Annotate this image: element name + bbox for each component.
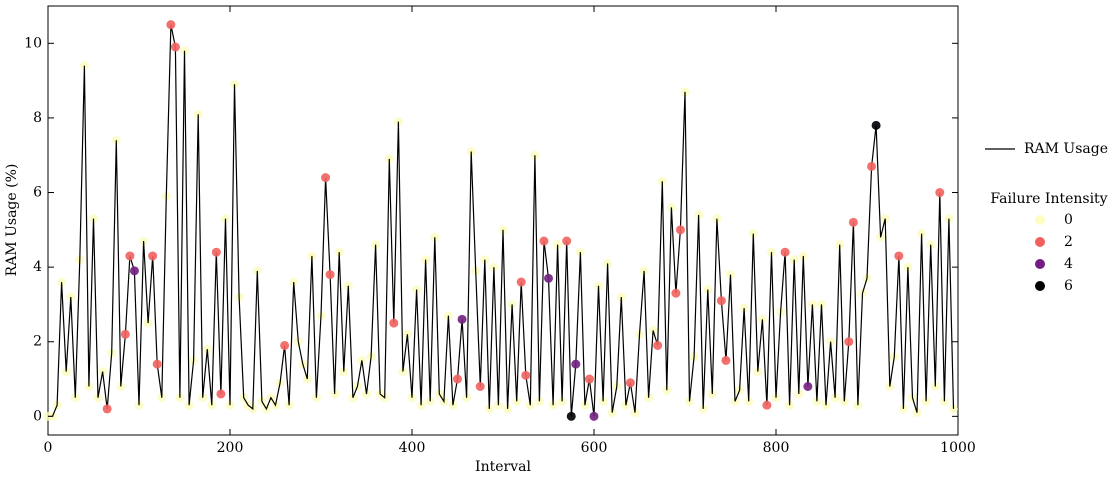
failure-point [521,370,531,380]
failure-point [716,296,726,306]
failure-point [566,411,576,421]
failure-point [935,188,945,198]
failure-point [789,255,799,265]
failure-point [803,382,813,392]
failure-point [557,396,567,406]
x-tick-label: 800 [763,440,790,456]
failure-point [762,400,772,410]
x-axis-label: Interval [475,459,531,475]
x-tick-label: 0 [44,440,53,456]
failure-point [939,396,949,406]
failure-point [917,229,927,239]
failure-point [780,247,790,257]
failure-point [152,359,162,369]
failure-point [539,236,549,246]
failure-point [421,255,431,265]
failure-point [425,396,435,406]
failure-point [211,247,221,257]
failure-point [748,229,758,239]
failure-point [675,225,685,235]
x-tick-label: 200 [217,440,244,456]
failure-point [280,340,290,350]
failure-point [662,385,672,395]
failure-point [562,236,572,246]
x-tick-label: 400 [399,440,426,456]
failure-point [321,173,331,183]
failure-point [129,266,139,276]
failure-point [79,61,89,71]
failure-point [739,303,749,313]
failure-point [867,161,877,171]
failure-point [512,396,522,406]
ram-usage-line [48,24,955,417]
y-tick-label: 2 [33,334,42,350]
failure-point [744,396,754,406]
failure-point [289,277,299,287]
legend-label: 2 [1064,234,1073,250]
legend-label: RAM Usage [1024,141,1108,157]
y-tick-label: 6 [33,185,42,201]
legend-swatch [1035,237,1045,247]
failure-point [653,340,663,350]
legend-swatch [1035,259,1045,269]
failure-point [480,255,490,265]
failure-point [516,277,526,287]
failure-point [252,266,262,276]
failure-point [721,355,731,365]
failure-point [757,314,767,324]
failure-point [639,266,649,276]
legend-label: 6 [1064,278,1073,294]
x-tick-label: 1000 [940,440,976,456]
failure-point [102,404,112,414]
failure-point [193,109,203,119]
failure-point [871,120,881,130]
failure-point [848,217,858,227]
x-tick-label: 600 [581,440,608,456]
legend-label: 4 [1064,256,1073,272]
failure-point [589,411,599,421]
failure-point [921,396,931,406]
failure-point [453,374,462,384]
failure-point [534,396,544,406]
failure-point [389,318,399,328]
failure-point [571,359,581,369]
y-tick-label: 4 [33,259,42,275]
y-tick-label: 8 [33,110,42,126]
failure-point [671,288,681,298]
failure-point [180,46,189,56]
failure-point [325,270,335,280]
failure-point [125,251,135,261]
y-axis-label: RAM Usage (%) [4,164,20,277]
failure-point [166,20,176,30]
failure-point [625,378,635,388]
failure-point [844,337,854,347]
legend-title: Failure Intensity [990,191,1107,207]
legend-swatch [1035,281,1045,291]
y-tick-label: 0 [33,408,42,424]
failure-point [148,251,158,261]
failure-point [475,382,485,392]
plot-frame [47,5,959,436]
failure-point [894,251,904,261]
failure-point [120,329,130,339]
failure-point [457,314,467,324]
legend-swatch [1035,215,1045,225]
legend-label: 0 [1064,212,1073,228]
failure-point [170,42,180,52]
failure-point [544,273,553,283]
failure-point [598,396,608,406]
failure-point [584,374,594,384]
failure-point [216,389,226,399]
y-tick-label: 10 [24,35,42,51]
failure-point [57,277,67,287]
